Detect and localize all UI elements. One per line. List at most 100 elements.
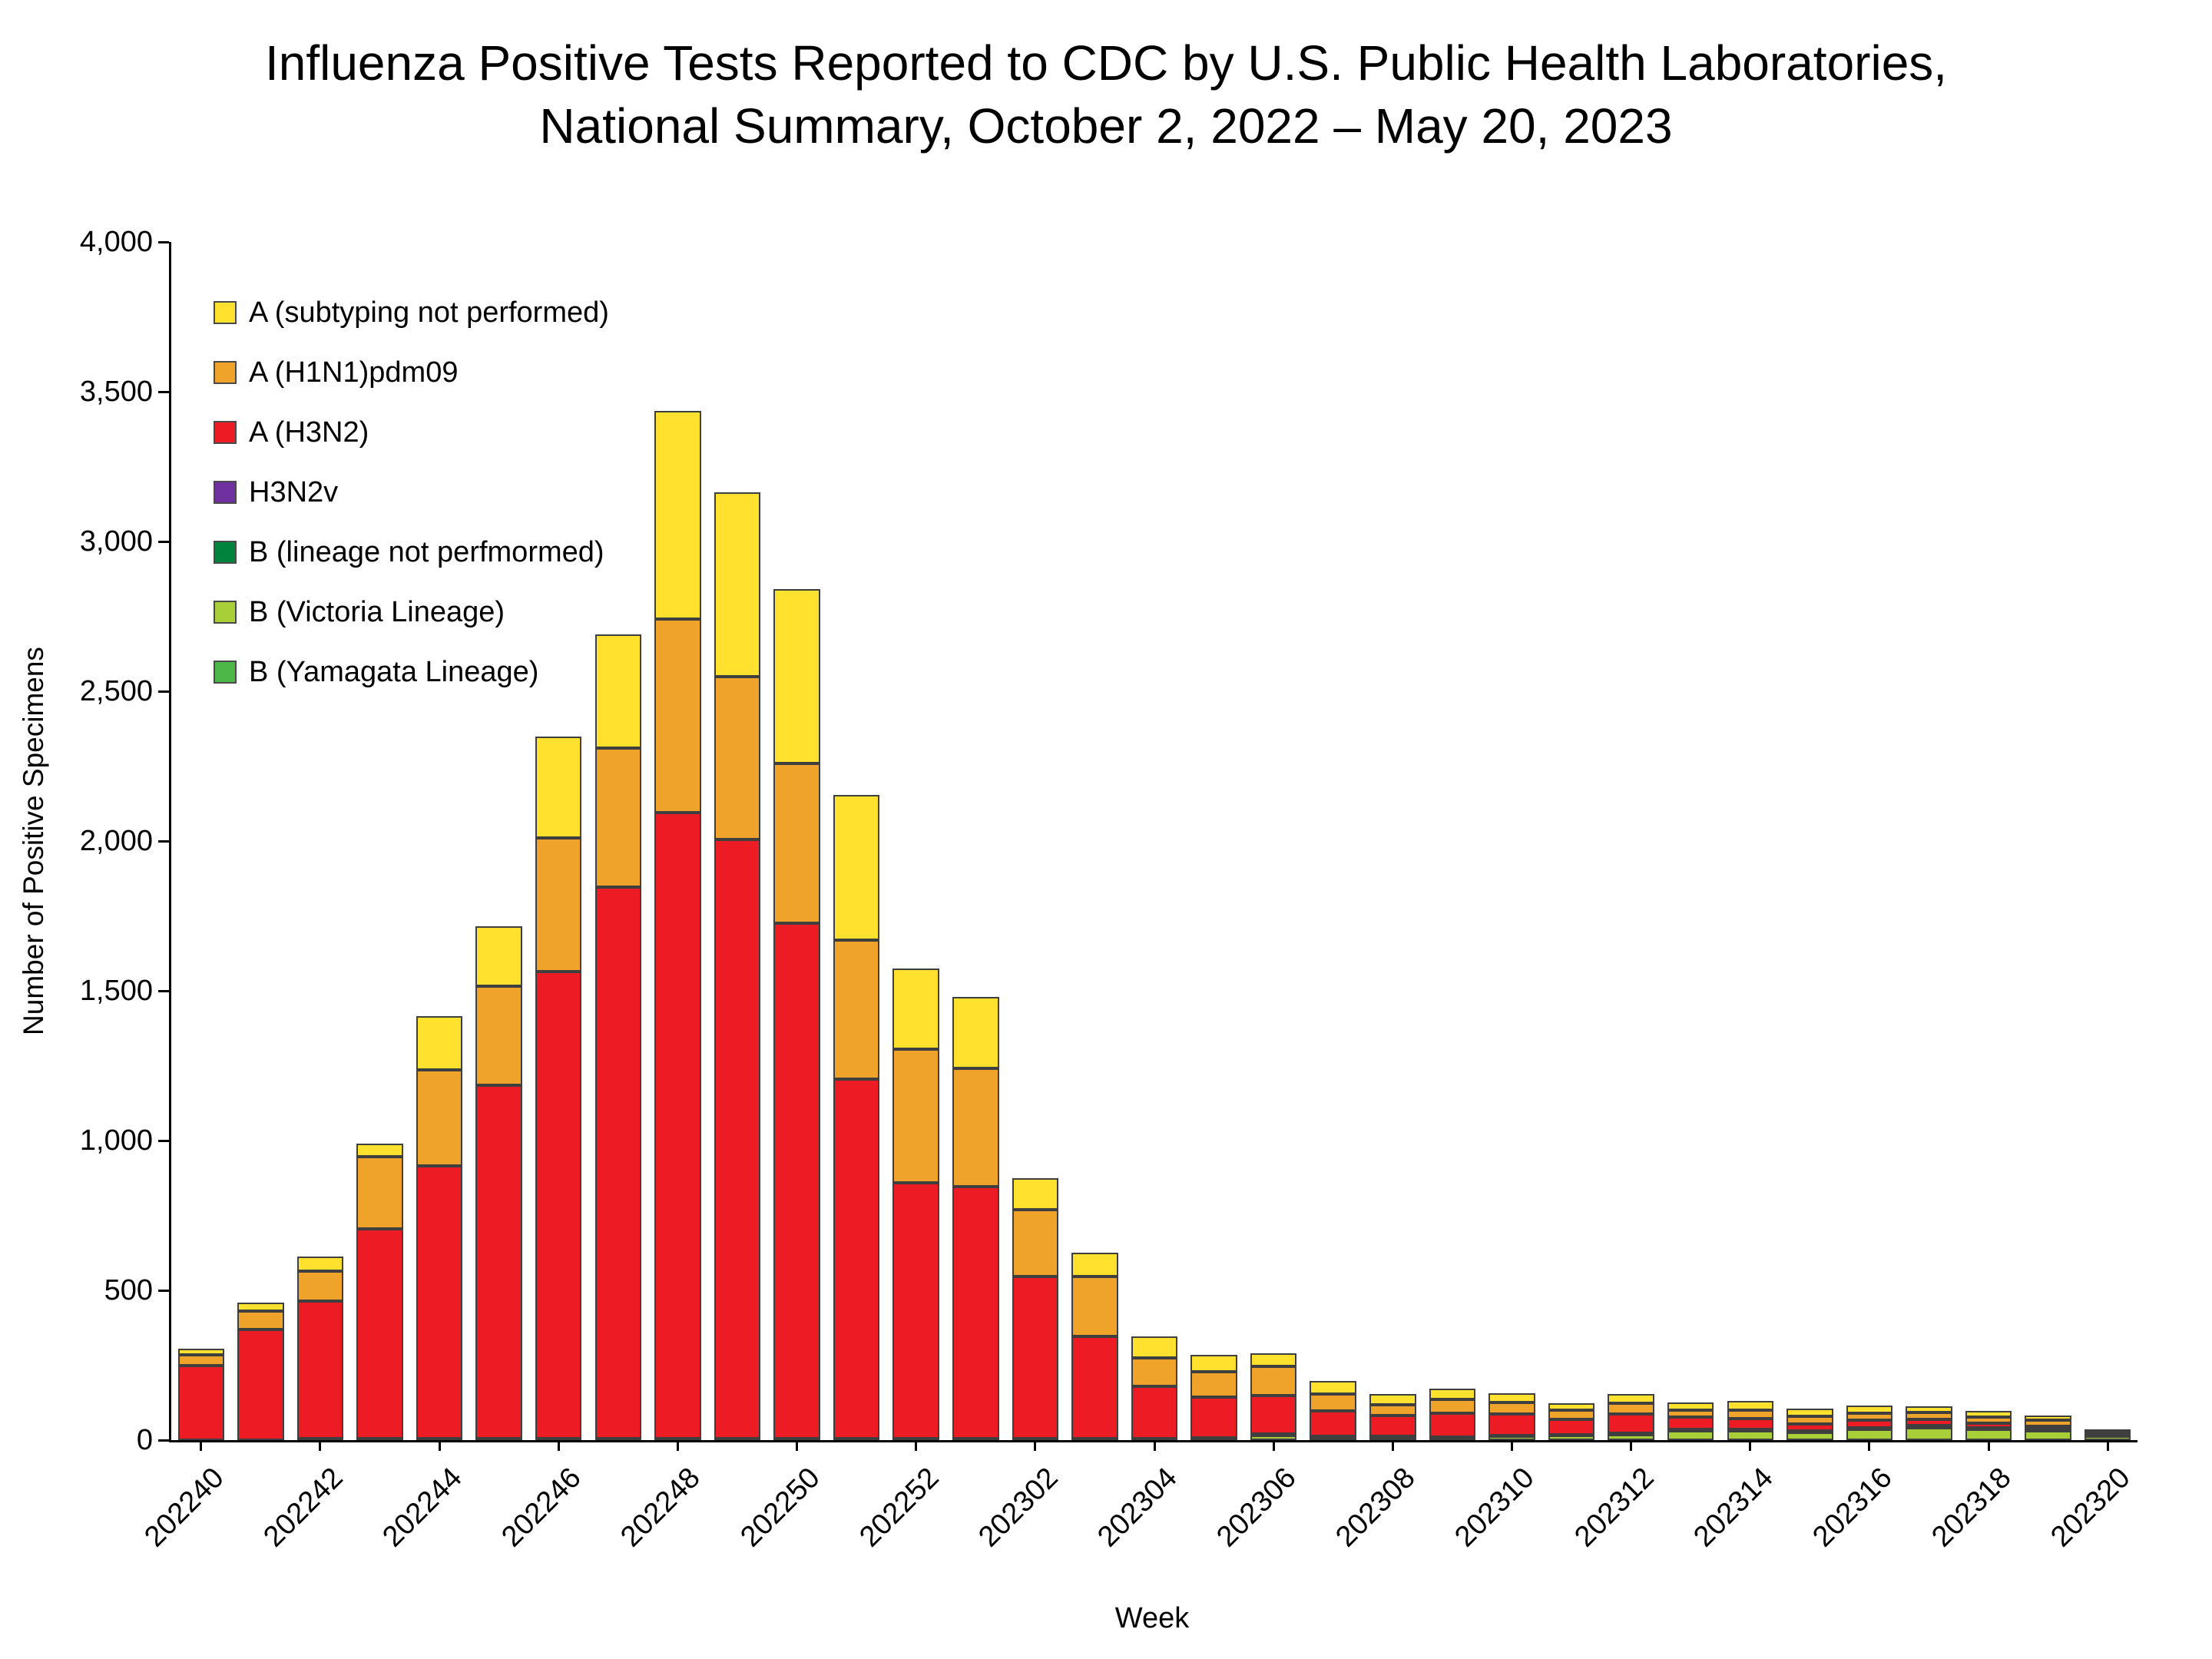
bar-segment [1906, 1419, 1952, 1426]
legend-item: A (subtyping not performed) [214, 283, 609, 343]
bar-segment [1429, 1437, 1476, 1440]
x-tick-label: 202244 [376, 1462, 469, 1554]
x-tick-mark [796, 1440, 799, 1451]
bar-segment [1906, 1406, 1952, 1412]
bar-segment [475, 926, 522, 987]
x-tick-label: 202310 [1449, 1462, 1541, 1554]
bar-segment [535, 736, 582, 839]
bar-segment [1846, 1420, 1893, 1429]
legend-swatch-icon [214, 661, 237, 684]
bar-segment [952, 996, 999, 1069]
y-tick-label: 0 [136, 1424, 153, 1456]
bar-segment [1786, 1409, 1833, 1416]
bar-segment [1608, 1394, 1654, 1404]
legend-swatch-icon [214, 541, 237, 564]
bar-segment [1131, 1386, 1178, 1439]
bar-segment [177, 1349, 225, 1355]
bar-segment [1608, 1403, 1654, 1414]
chart-title: Influenza Positive Tests Reported to CDC… [0, 32, 2212, 158]
bar-segment [1488, 1436, 1535, 1440]
bar-segment [2025, 1416, 2071, 1420]
plot-area: 0 500 1,000 1,500 2,000 2,500 3,000 3,500 4,000 2… [80, 226, 2137, 1553]
bar-segment [356, 1229, 403, 1439]
legend: A (subtyping not performed) A (H1N1)pdm09… [214, 283, 609, 702]
bar-segment [1667, 1417, 1714, 1429]
bar-segment [1429, 1399, 1476, 1413]
legend-label: A (H1N1)pdm09 [249, 356, 459, 389]
bar-segment [1667, 1402, 1714, 1410]
bar-segment [1965, 1429, 2012, 1440]
bar-segment [1727, 1409, 1773, 1419]
x-tick-label: 202250 [733, 1462, 826, 1554]
bar-segment [1608, 1434, 1654, 1440]
x-tick-label: 202318 [1926, 1462, 2018, 1554]
bar-segment [1012, 1277, 1059, 1439]
chart-title-line2: National Summary, October 2, 2022 – May … [539, 98, 1673, 154]
legend-item: A (H3N2) [214, 402, 609, 462]
bar-segment [1369, 1415, 1416, 1436]
bar-segment [1488, 1393, 1535, 1402]
bar-segment [1846, 1405, 1893, 1413]
y-tick-label: 500 [104, 1274, 153, 1306]
bar-segment [535, 971, 582, 1439]
bar-segment [654, 812, 701, 1439]
bar-segment [1012, 1177, 1059, 1210]
bar-segment [237, 1311, 284, 1330]
bar-segment [356, 1157, 403, 1230]
x-tick-mark [1510, 1440, 1513, 1451]
y-tick-label: 2,000 [79, 825, 153, 857]
bar-segment [1786, 1416, 1833, 1424]
x-tick-mark [1153, 1440, 1156, 1451]
bar-segment [1965, 1423, 2012, 1429]
bar-segment [416, 1016, 463, 1071]
legend-label: A (H3N2) [249, 416, 369, 449]
x-tick-label: 202240 [138, 1462, 230, 1554]
bar-segment [416, 1070, 463, 1167]
bar-segment [2025, 1419, 2071, 1426]
bar-segment [2025, 1431, 2071, 1440]
bar-segment [1131, 1357, 1178, 1386]
legend-label: H3N2v [249, 475, 339, 508]
x-tick-label: 202252 [853, 1462, 945, 1554]
x-tick-label: 202320 [2045, 1462, 2137, 1554]
bar-segment [1250, 1435, 1297, 1440]
bar-segment [1548, 1410, 1595, 1420]
x-tick-label: 202306 [1210, 1462, 1303, 1554]
bar-segment [892, 1049, 939, 1183]
y-tick-mark [158, 390, 169, 393]
y-tick-mark [158, 690, 169, 693]
x-tick-label: 202246 [495, 1462, 588, 1554]
bar-segment [1190, 1396, 1237, 1438]
bar-segment [1548, 1402, 1595, 1411]
bar-segment [177, 1365, 225, 1440]
bar-segment [773, 763, 820, 924]
x-tick-label: 202314 [1687, 1462, 1780, 1554]
bar-segment [1071, 1253, 1118, 1277]
y-tick-mark [158, 240, 169, 243]
bar-segment [1965, 1410, 2012, 1417]
bar-segment [714, 492, 761, 677]
bar-segment [1846, 1412, 1893, 1421]
bar-segment [594, 634, 642, 749]
bar-segment [296, 1256, 344, 1272]
bar-segment [296, 1271, 344, 1302]
x-tick-label: 202248 [614, 1462, 707, 1554]
x-tick-mark [557, 1440, 560, 1451]
y-tick-mark [158, 989, 169, 992]
bar-segment [594, 748, 642, 888]
bar-segment [177, 1354, 225, 1366]
x-tick-mark [1034, 1440, 1037, 1451]
y-tick-mark [158, 839, 169, 843]
bar-segment [2084, 1436, 2131, 1440]
bar-segment [475, 1084, 522, 1439]
legend-item: B (lineage not perfmormed) [214, 522, 609, 582]
y-tick-label: 1,500 [79, 975, 153, 1007]
bar-segment [654, 411, 701, 620]
bar-segment [773, 589, 820, 763]
bar-segment [594, 887, 642, 1439]
x-tick-mark [676, 1440, 679, 1451]
y-tick-label: 4,000 [79, 226, 153, 258]
bar-segment [1310, 1394, 1356, 1411]
x-tick-mark [1749, 1440, 1752, 1451]
